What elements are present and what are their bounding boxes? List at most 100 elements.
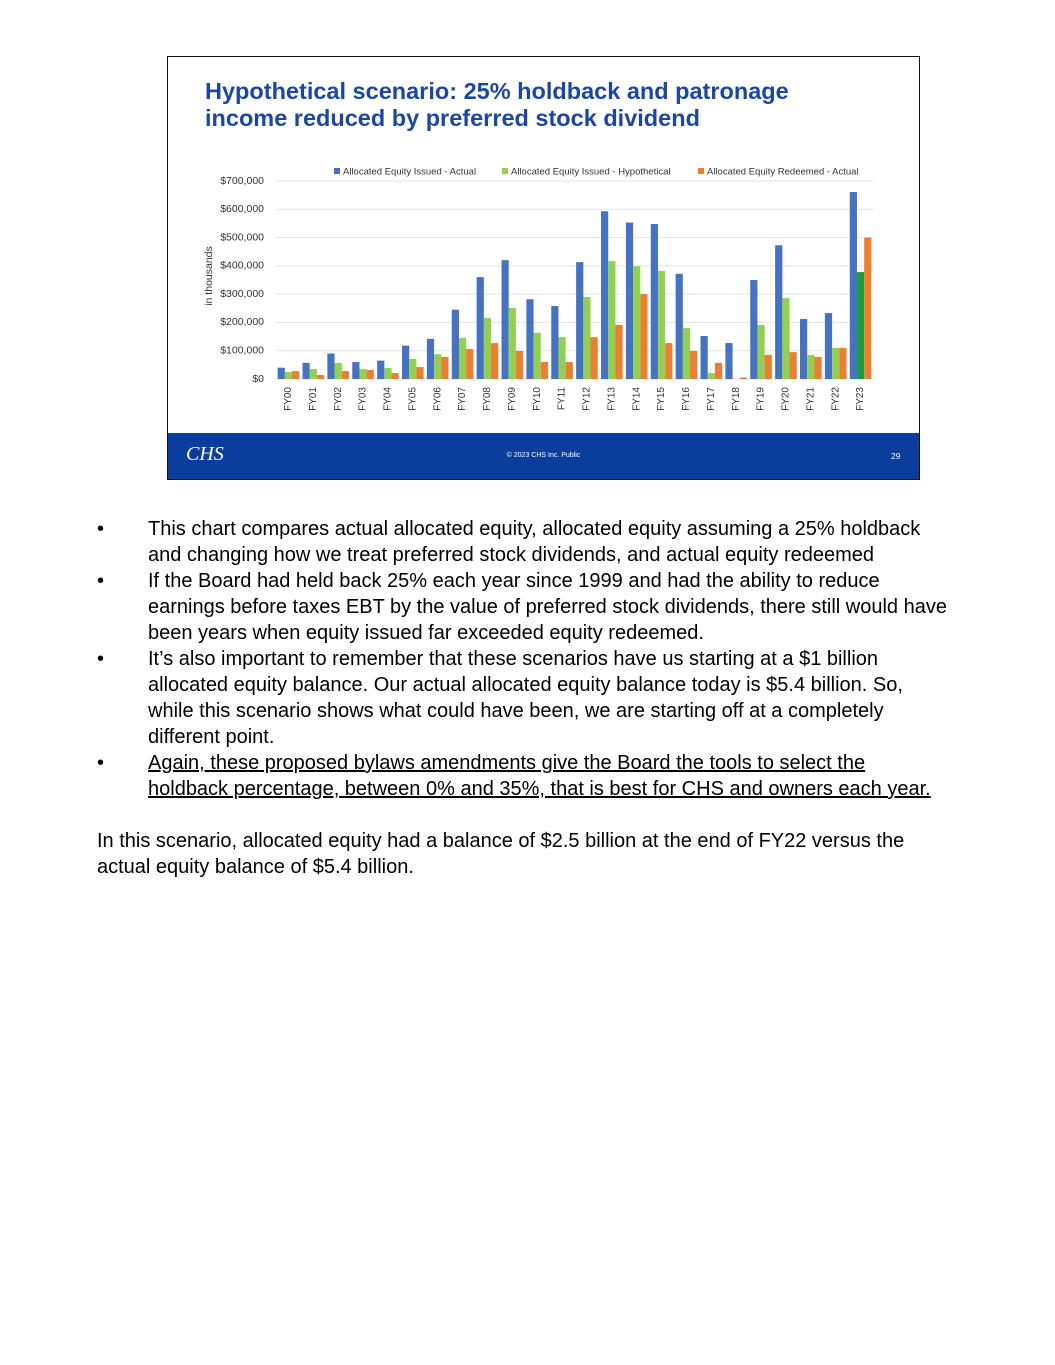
bar (565, 362, 573, 379)
bar (764, 354, 772, 379)
bar (277, 367, 285, 379)
bullet: Again, these proposed bylaws amendments … (97, 750, 947, 802)
bar (426, 338, 435, 379)
y-tick-label: $0 (252, 373, 264, 385)
paragraph: In this scenario, allocated equity had a… (97, 830, 905, 878)
x-tick-label: FY06 (432, 387, 443, 411)
x-tick-label: FY20 (781, 387, 792, 411)
slide: $0 $100,000 $200,000 $300,000 $400,000 $500,0… (167, 56, 920, 480)
bullet-text: This chart compares actual allocated equ… (148, 518, 921, 566)
bar (466, 349, 474, 379)
bar (824, 313, 833, 379)
bar (615, 324, 623, 379)
bullet-text: Again, these proposed bylaws amendments … (148, 752, 931, 800)
y-tick-label: $600,000 (220, 203, 264, 215)
bar (515, 350, 524, 379)
slide-footer: CHS © 2023 CHS Inc. Public 29 (168, 433, 919, 479)
y-tick-label: $700,000 (220, 175, 264, 187)
x-tick-label: FY03 (358, 387, 369, 411)
bar (657, 270, 666, 379)
bar (441, 356, 449, 379)
bar (483, 317, 492, 379)
copyright: © 2023 CHS Inc. Public (506, 452, 581, 459)
bar (327, 353, 335, 379)
legend-swatch (502, 168, 508, 174)
bar (366, 369, 374, 379)
bar (359, 369, 367, 379)
x-tick-label: FY12 (582, 387, 593, 411)
bullet: It’s also important to remember that the… (97, 646, 947, 750)
x-tick-label: FY07 (457, 387, 468, 411)
bar (451, 309, 459, 379)
x-tick-label: FY00 (283, 387, 294, 411)
legend-label: Allocated Equity Issued - Hypothetical (511, 167, 670, 178)
x-tick-label: FY08 (482, 387, 493, 411)
bar (856, 272, 865, 379)
y-axis-title: in thousands (203, 246, 215, 306)
bar (601, 211, 609, 379)
bar (832, 347, 840, 379)
logo: CHS (186, 443, 224, 465)
x-tick-label: FY15 (656, 387, 667, 411)
bar (491, 343, 499, 379)
y-tick-label: $300,000 (220, 288, 264, 300)
bar (302, 362, 310, 379)
bar (782, 298, 790, 379)
x-tick-label: FY22 (830, 387, 841, 411)
bar (682, 328, 691, 379)
x-tick-label: FY19 (756, 387, 767, 411)
x-tick-label: FY11 (557, 387, 568, 411)
slide-title: Hypothetical scenario: 25% holdback and … (205, 78, 789, 131)
bar (633, 266, 641, 379)
bullet-text: If the Board had held back 25% each year… (148, 570, 947, 644)
bar (377, 360, 385, 379)
bullet: If the Board had held back 25% each year… (97, 568, 947, 646)
bar (284, 371, 293, 379)
y-tick-label: $100,000 (220, 344, 264, 356)
bar (725, 343, 733, 379)
bar (807, 354, 815, 379)
bar (608, 261, 616, 379)
bar (540, 362, 548, 379)
x-tick-label: FY17 (706, 387, 717, 411)
legend-label: Allocated Equity Issued - Actual (343, 167, 476, 178)
x-tick-label: FY21 (805, 387, 816, 411)
x-tick-label: FY13 (606, 387, 617, 411)
legend-swatch (698, 168, 704, 174)
bar (775, 245, 783, 379)
x-tick-label: FY02 (333, 387, 344, 411)
bar (590, 337, 598, 379)
bar (508, 308, 516, 379)
bar (352, 362, 360, 379)
x-tick-label: FY04 (383, 387, 394, 411)
x-tick-label: FY09 (507, 387, 518, 411)
bar (625, 222, 634, 379)
bar (750, 280, 758, 379)
bar (864, 237, 872, 379)
legend-swatch (334, 168, 340, 174)
y-tick-label: $400,000 (220, 260, 264, 272)
bar (409, 358, 417, 379)
x-tick-label: FY18 (731, 387, 742, 411)
bar (757, 324, 765, 379)
x-tick-label: FY16 (681, 387, 692, 411)
bar (714, 362, 723, 379)
bar (739, 377, 747, 379)
bar (476, 277, 484, 379)
bar (576, 262, 584, 379)
bar (292, 371, 300, 379)
bar (551, 306, 559, 379)
bar (501, 260, 509, 379)
x-tick-label: FY01 (308, 387, 319, 411)
bar (800, 319, 808, 379)
x-tick-label: FY23 (855, 387, 866, 411)
bullet-text: It’s also important to remember that the… (148, 648, 903, 748)
y-tick-label: $200,000 (220, 316, 264, 328)
x-tick-label: FY14 (631, 387, 642, 411)
bar (789, 352, 797, 379)
bullet-list: This chart compares actual allocated equ… (97, 516, 947, 802)
y-tick-label: $500,000 (220, 231, 264, 243)
bar (583, 296, 591, 379)
bar (458, 337, 467, 379)
